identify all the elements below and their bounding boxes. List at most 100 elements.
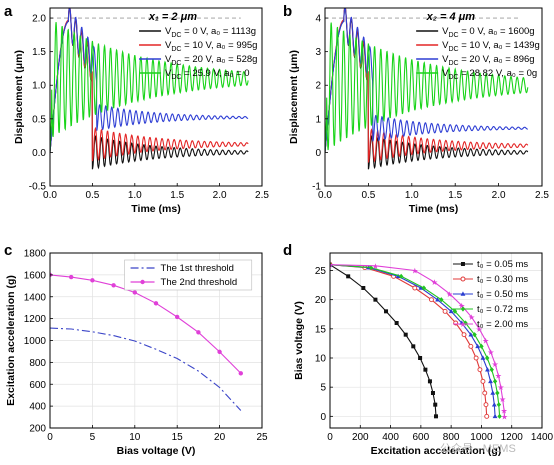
legend-label: The 1st threshold xyxy=(161,263,234,274)
data-point: ★ xyxy=(411,267,418,276)
legend-label: t₀ = 0.05 ms xyxy=(477,259,528,270)
x-axis-label: Bias voltage (V) xyxy=(117,445,196,457)
data-point: ★ xyxy=(326,261,333,270)
x-tick-label: 0.0 xyxy=(318,190,332,201)
data-point xyxy=(435,297,440,302)
y-tick-label: 800 xyxy=(29,358,46,369)
data-point xyxy=(488,378,493,384)
x-tick-label: 20 xyxy=(214,432,226,443)
y-tick-label: 200 xyxy=(29,424,46,435)
y-tick-label: 1.5 xyxy=(32,47,46,58)
data-point xyxy=(448,308,454,314)
data-point xyxy=(473,355,479,361)
y-tick-label: 1400 xyxy=(24,292,47,303)
data-point xyxy=(495,390,500,396)
legend-marker xyxy=(460,262,465,266)
data-point: ★ xyxy=(501,407,508,416)
y-axis-label: Displacement (μm) xyxy=(13,50,25,144)
data-point: ★ xyxy=(497,383,504,392)
panel-b: b 0.0 0.5 1.0 1.5 2.0 2.5 -1 0 1 2 3 4 Time (ms) Displ… xyxy=(283,3,549,215)
series-line-1 xyxy=(330,264,488,417)
x-tick-label: 5 xyxy=(90,432,96,443)
legend: t₀ = 0.05 ms t₀ = 0.30 ms t₀ = 0.50 ms t₀ =… xyxy=(452,259,528,330)
y-tick-label: 10 xyxy=(315,354,327,365)
y-tick-label: 0.0 xyxy=(32,148,46,159)
x-tick-label: 0.5 xyxy=(361,190,375,201)
y-tick-label: 5 xyxy=(320,383,326,394)
data-point xyxy=(479,343,484,349)
axes-frame xyxy=(324,7,543,187)
legend-label: VDC = 0 V, a₀ = 1113g xyxy=(165,26,256,39)
legend-label: VDC = 25.9 V, a₀ = 0 xyxy=(165,68,250,81)
data-point: ★ xyxy=(372,262,379,271)
data-point xyxy=(153,301,159,306)
data-point: ★ xyxy=(476,325,483,334)
x-tick-label: 800 xyxy=(443,432,460,443)
y-tick-label: 15 xyxy=(315,324,327,335)
y-tick-label: 1.0 xyxy=(32,81,46,92)
data-point xyxy=(346,274,351,279)
y-tick-label: 25 xyxy=(315,266,327,277)
series-line-1 xyxy=(50,274,242,374)
data-point xyxy=(496,402,502,408)
panel-letter: c xyxy=(4,242,12,259)
data-point xyxy=(384,309,389,314)
data-point xyxy=(452,308,458,314)
data-point: ★ xyxy=(446,290,453,299)
series-line-0 xyxy=(50,327,242,411)
axes-frame xyxy=(49,7,263,187)
y-tick-label: 0 xyxy=(320,412,326,423)
data-point: ★ xyxy=(458,302,465,311)
y-tick-label: 1 xyxy=(315,114,321,125)
data-point xyxy=(423,367,428,372)
legend-label: VDC = 10 V, a₀ = 1439g xyxy=(442,40,540,53)
panel-a: a0.0 0.5 1.0 1.5 2.0 2.5-0.50.00.51.01.52.0Ti… xyxy=(4,3,269,215)
data-point xyxy=(485,367,490,372)
data-point xyxy=(394,321,399,325)
x-tick-label: 1.0 xyxy=(128,190,142,201)
y-tick-label: 600 xyxy=(29,380,46,391)
y-tick-label: 0.5 xyxy=(32,114,46,125)
x-tick-label: 25 xyxy=(256,432,268,443)
data-point xyxy=(484,355,490,361)
x-tick-label: 2.0 xyxy=(213,190,227,201)
data-point xyxy=(418,285,424,290)
panel-c: c 0 5 10 15 20 25 200 400 600 800 1000 1200 1400 1600 1… xyxy=(4,242,268,457)
x-tick-label: 1.5 xyxy=(170,190,184,201)
plot-area xyxy=(325,8,529,170)
x-tick-label: 600 xyxy=(413,432,430,443)
data-point xyxy=(489,367,494,373)
x-axis-label: Time (ms) xyxy=(131,203,180,215)
x-tick-label: 0 xyxy=(327,432,333,443)
legend-marker: ★ xyxy=(459,320,466,329)
data-point xyxy=(132,290,137,295)
data-point xyxy=(90,278,95,283)
y-tick-label: 400 xyxy=(29,402,46,413)
data-point xyxy=(427,379,432,384)
data-point xyxy=(475,343,481,349)
series-line-3 xyxy=(50,22,249,153)
series-line-2 xyxy=(50,8,249,153)
legend-label: VDC = 10 V, a₀ = 995g xyxy=(165,40,257,53)
legend-label: VDC = 28.82 V, a₀ = 0g xyxy=(442,68,537,81)
data-point xyxy=(480,355,486,360)
data-point xyxy=(196,330,201,335)
x-tick-label: 1400 xyxy=(531,432,554,443)
data-point xyxy=(484,413,490,419)
data-point xyxy=(468,343,474,349)
data-point xyxy=(69,274,74,280)
data-point xyxy=(175,314,180,320)
legend-marker xyxy=(460,276,466,282)
x-axis-label: Time (ms) xyxy=(409,203,458,215)
y-tick-label: 1200 xyxy=(24,314,47,325)
data-point xyxy=(461,332,467,338)
y-tick-label: 4 xyxy=(315,14,321,25)
data-point xyxy=(411,344,416,349)
legend-box xyxy=(124,259,253,291)
y-tick-label: 3 xyxy=(315,47,321,58)
legend-marker xyxy=(140,279,145,285)
data-point: ★ xyxy=(501,412,508,421)
x-tick-label: 0.5 xyxy=(85,190,99,201)
legend-label: VDC = 20 V, a₀ = 896g xyxy=(442,54,534,67)
